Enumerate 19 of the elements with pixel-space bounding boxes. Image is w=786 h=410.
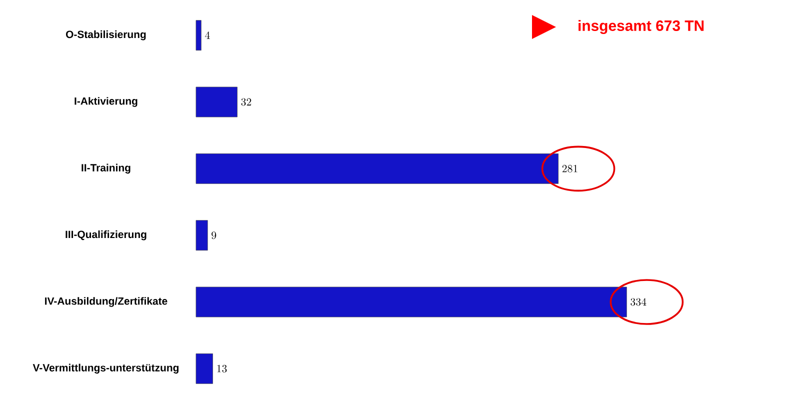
y-tick-label: IV-Ausbildung/Zertifikate: [45, 297, 168, 307]
bar: [196, 220, 208, 251]
y-tick-label: I-Aktivierung: [74, 97, 138, 107]
annotation: insgesamt 673 TN: [578, 20, 704, 34]
bar: [196, 153, 559, 184]
bar: [196, 353, 213, 384]
y-tick-label: O-Stabilisierung: [66, 30, 146, 40]
bar: [196, 86, 238, 118]
data-label: 281: [562, 164, 578, 172]
data-label: 334: [630, 298, 646, 306]
data-label: 13: [217, 364, 227, 372]
bar: [196, 286, 627, 318]
y-tick-label: II-Training: [82, 164, 130, 174]
bar: [196, 20, 202, 51]
y-tick-label: V-Vermittlungs-unterstützung: [32, 364, 179, 374]
data-label: 9: [212, 232, 216, 240]
data-label: 32: [241, 98, 252, 106]
y-tick-label: III-Qualifizierung: [66, 230, 146, 240]
data-label: 4: [204, 31, 210, 39]
